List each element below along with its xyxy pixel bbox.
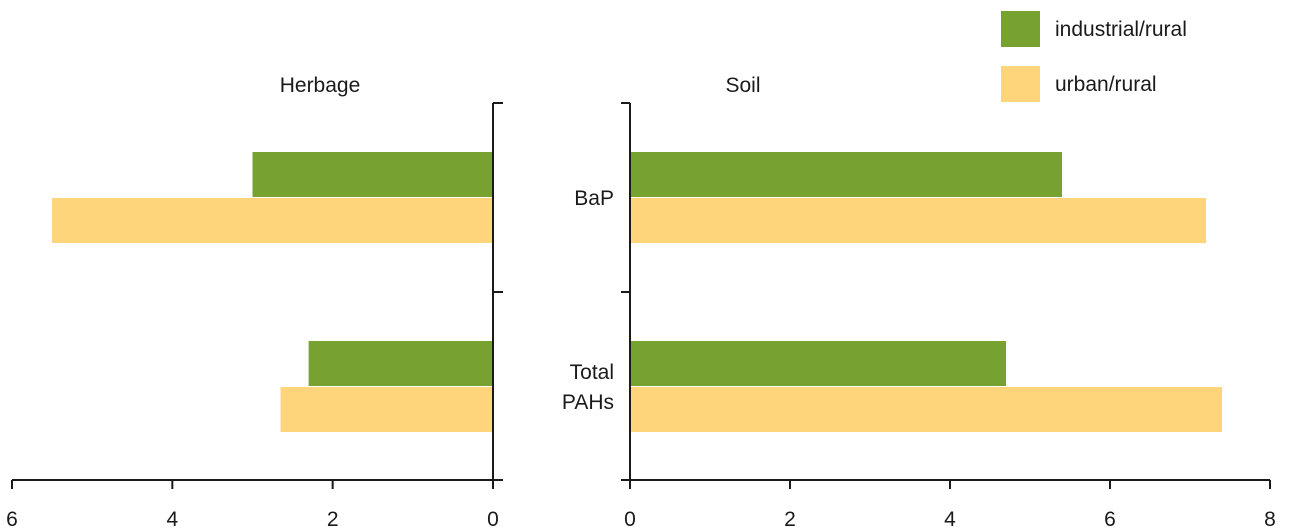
- category-label-bap-line-0: BaP: [574, 187, 614, 210]
- herbage-bar-urban-total-pahs: [280, 387, 493, 432]
- soil-bar-industrial-bap: [630, 152, 1062, 197]
- category-label-total-pahs-line-1: PAHs: [562, 391, 614, 414]
- legend: industrial/rural urban/rural: [1001, 11, 1187, 102]
- herbage-panel-title: Herbage: [280, 74, 361, 97]
- herbage-tick-label: 0: [487, 508, 499, 531]
- herbage-bar-industrial-bap: [252, 152, 493, 197]
- soil-panel: Soil 0 2 4 6 8: [621, 74, 1276, 531]
- herbage-tick-label: 2: [327, 508, 339, 531]
- herbage-bar-urban-bap: [52, 198, 493, 243]
- soil-bar-urban-total-pahs: [630, 387, 1222, 432]
- soil-tick-label: 6: [1104, 508, 1116, 531]
- legend-swatch-urban: [1001, 66, 1040, 102]
- soil-tick-label: 4: [944, 508, 956, 531]
- soil-bar-urban-bap: [630, 198, 1206, 243]
- category-label-total-pahs-line-0: Total: [570, 361, 614, 384]
- legend-swatch-industrial: [1001, 11, 1040, 47]
- soil-tick-label: 2: [784, 508, 796, 531]
- herbage-plot-area: 0 2 4 6: [6, 102, 503, 531]
- herbage-panel: Herbage 0 2 4 6: [6, 74, 503, 531]
- soil-panel-title: Soil: [725, 74, 760, 97]
- herbage-tick-label: 6: [6, 508, 18, 531]
- herbage-tick-label: 4: [166, 508, 178, 531]
- legend-label-urban: urban/rural: [1055, 73, 1157, 96]
- soil-tick-label: 8: [1264, 508, 1276, 531]
- legend-label-industrial: industrial/rural: [1055, 18, 1187, 41]
- soil-tick-label: 0: [624, 508, 636, 531]
- category-labels: BaP Total PAHs: [562, 187, 614, 414]
- soil-bar-industrial-total-pahs: [630, 341, 1006, 386]
- soil-plot-area: 0 2 4 6 8: [621, 102, 1276, 531]
- herbage-bar-industrial-total-pahs: [308, 341, 493, 386]
